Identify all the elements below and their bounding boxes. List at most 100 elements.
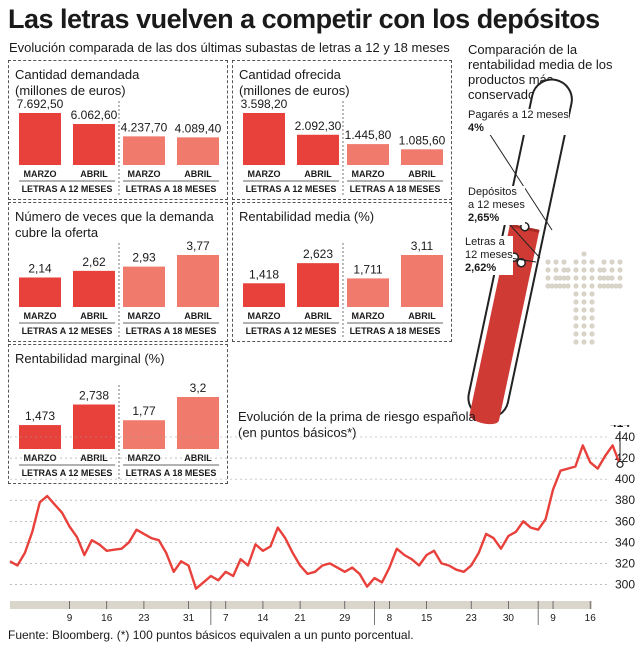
arrow-dot xyxy=(589,299,595,305)
group-label: LETRAS A 12 MESES xyxy=(246,184,337,194)
arrow-dot xyxy=(573,283,579,289)
label-text: Depósitos xyxy=(468,186,517,198)
thermometer-caption-line: rentabilidad media de los xyxy=(468,57,613,72)
bar-value-label: 1.085,60 xyxy=(399,133,446,147)
bar xyxy=(73,404,115,449)
arrow-dot xyxy=(561,259,567,265)
bar-value-label: 2,738 xyxy=(79,389,109,403)
arrow-dot xyxy=(561,283,567,289)
arrow-dot xyxy=(573,323,579,329)
arrow-dot xyxy=(589,259,595,265)
bar-chart-cantidad-demandada: 7.692,50 MARZO 6.062,60 ABRIL LETRAS A 12 ME… xyxy=(17,97,222,195)
arrow-dot xyxy=(565,275,571,281)
thermometer-caption-line: productos más conservadores xyxy=(468,72,554,102)
bar-value-label: 1.445,80 xyxy=(345,128,392,142)
panel-cantidad-ofrecida: Cantidad ofrecida (millones de euros) 3.5… xyxy=(232,60,452,200)
line-chart-title: Evolución de la prima de riesgo española… xyxy=(238,409,476,441)
thermometer-caption: Comparación de la rentabilidad media de … xyxy=(468,42,640,102)
panel-cantidad-demandada: Cantidad demandada (millones de euros) 7.… xyxy=(8,60,228,200)
arrow-dot xyxy=(609,259,615,265)
x-tick-label: 14 xyxy=(257,613,269,624)
group-label: LETRAS A 12 MESES xyxy=(22,468,113,478)
arrow-dot xyxy=(589,315,595,321)
arrow-dot xyxy=(573,299,579,305)
category-label: ABRIL xyxy=(184,311,212,321)
x-tick-label: 21 xyxy=(295,613,307,624)
bar xyxy=(123,420,165,449)
arrow-dot xyxy=(581,323,587,329)
x-tick-label: 9 xyxy=(550,613,556,624)
group-label: LETRAS A 12 MESES xyxy=(22,184,113,194)
arrow-dot xyxy=(557,275,563,281)
arrow-dot xyxy=(597,275,603,281)
bar xyxy=(243,113,285,165)
arrow-dot xyxy=(609,267,615,273)
group-label: LETRAS A 12 MESES xyxy=(22,326,113,336)
arrow-dot xyxy=(573,307,579,313)
arrow-dot xyxy=(605,283,611,289)
series-line xyxy=(9,444,622,590)
arrow-dot xyxy=(601,267,607,273)
arrow-dot xyxy=(617,283,623,289)
panel-title: Rentabilidad media (%) xyxy=(239,209,374,225)
bar xyxy=(347,144,389,165)
bar-value-label: 2,623 xyxy=(303,247,333,261)
arrow-dot xyxy=(609,283,615,289)
bar-chart-veces-demanda: 2,14 MARZO 2,62 ABRIL LETRAS A 12 MESES 2,93 M… xyxy=(19,239,219,337)
arrow-dot xyxy=(589,339,595,345)
panel-title-line: Cantidad ofrecida xyxy=(239,67,341,82)
category-label: ABRIL xyxy=(80,453,108,463)
thermometer-label-pagares: Pagarés a 12 meses 4% xyxy=(468,109,569,135)
panel-title-line: Rentabilidad media (%) xyxy=(239,209,375,224)
arrow-dot xyxy=(589,275,595,281)
x-tick-label: 30 xyxy=(503,613,515,624)
arrow-dot xyxy=(589,307,595,313)
arrow-dot xyxy=(617,267,623,273)
thermometer-caption-line: Comparación de la xyxy=(468,42,578,57)
arrow-dot xyxy=(581,339,587,345)
bar xyxy=(177,255,219,307)
panel-title: Cantidad ofrecida (millones de euros) xyxy=(239,67,350,99)
panel-title: Cantidad demandada (millones de euros) xyxy=(15,67,139,99)
category-label: MARZO xyxy=(352,311,385,321)
category-label: MARZO xyxy=(128,169,161,179)
x-tick-label: 7 xyxy=(223,613,229,624)
y-tick-label: 320 xyxy=(615,556,635,570)
arrow-dot xyxy=(589,267,595,273)
arrow-dot xyxy=(581,299,587,305)
arrow-dot xyxy=(601,259,607,265)
category-label: MARZO xyxy=(24,311,57,321)
arrow-dot xyxy=(589,291,595,297)
arrow-dot xyxy=(561,275,567,281)
arrow-dot xyxy=(605,275,611,281)
panel-title-line: (millones de euros) xyxy=(239,83,350,98)
chart-subtitle: Evolución comparada de las dos últimas s… xyxy=(9,40,450,55)
arrow-dot xyxy=(581,259,587,265)
arrow-dot xyxy=(581,315,587,321)
x-tick-label: 9 xyxy=(67,613,73,624)
arrow-dot xyxy=(581,267,587,273)
category-label: MARZO xyxy=(248,311,281,321)
y-tick-label: 340 xyxy=(615,535,635,549)
group-label: LETRAS A 18 MESES xyxy=(126,326,217,336)
category-label: MARZO xyxy=(128,453,161,463)
arrow-dot xyxy=(565,283,571,289)
bar-value-label: 4.089,40 xyxy=(175,121,222,135)
dotted-arrow-icon xyxy=(545,251,623,345)
thermometer-label-depositos: Depósitos a 12 meses 2,65% xyxy=(468,186,525,225)
label-value: 2,62% xyxy=(465,262,497,274)
arrow-dot xyxy=(553,283,559,289)
y-tick-label: 440 xyxy=(615,430,635,444)
arrow-dot xyxy=(573,315,579,321)
arrow-dot xyxy=(573,259,579,265)
last-value-label: 414 xyxy=(610,425,630,430)
panel-title: Rentabilidad marginal (%) xyxy=(15,351,165,367)
label-value: 4% xyxy=(468,122,484,134)
bar xyxy=(177,397,219,449)
bar xyxy=(19,113,61,165)
label-text: Letras a xyxy=(465,236,505,248)
bar xyxy=(297,263,339,307)
group-label: LETRAS A 12 MESES xyxy=(246,326,337,336)
bar xyxy=(401,255,443,307)
bar xyxy=(297,134,339,165)
